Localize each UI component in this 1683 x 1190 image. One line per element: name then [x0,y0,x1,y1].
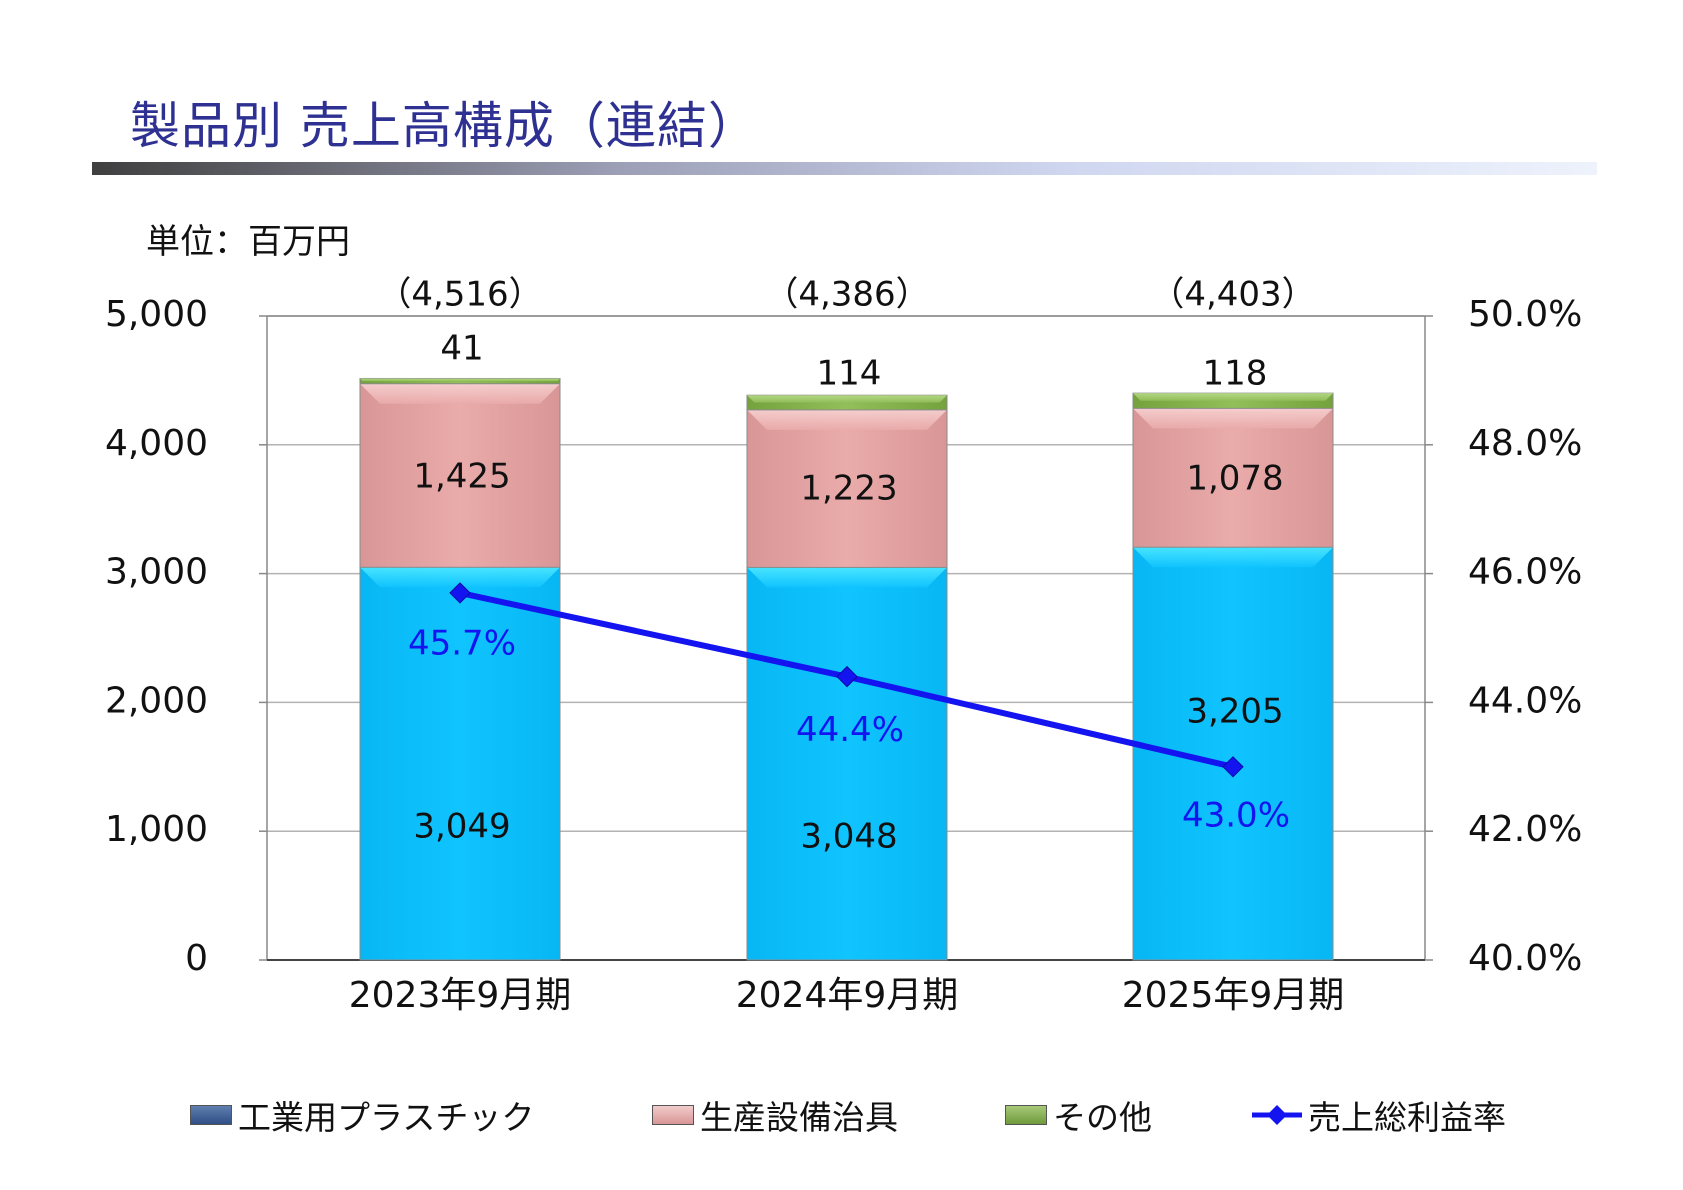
data-label-production-jigs: 1,223 [800,469,897,509]
bar-production-jigs [1132,407,1334,548]
y-left-tick-label: 1,000 [105,809,208,850]
y-right-tick-label: 48.0% [1468,423,1582,464]
legend-label-production-jigs: 生産設備治具 [700,1098,898,1137]
title-divider [92,162,1597,175]
legend-item-industrial-plastic: 工業用プラスチック [190,1090,534,1140]
unit-label: 単位：百万円 [146,222,350,262]
y-left-tick-label: 2,000 [105,680,208,721]
legend-label-industrial-plastic: 工業用プラスチック [238,1098,535,1137]
y-left-tick-label: 0 [185,938,208,979]
y-left-tick-label: 3,000 [105,552,208,593]
y-right-tick-label: 46.0% [1468,552,1582,593]
legend-item-production-jigs: 生産設備治具 [652,1090,898,1140]
y-left-tick-label: 4,000 [105,423,208,464]
legend-swatch-other [1005,1105,1047,1125]
total-label: （4,386） [764,275,929,315]
gross-margin-marker [1222,756,1244,778]
data-label-production-jigs: 1,078 [1186,459,1283,499]
legend-item-gross-margin: 売上総利益率 [1250,1090,1506,1140]
legend-swatch-industrial-plastic [190,1105,232,1125]
y-right-tick-label: 44.0% [1468,680,1582,721]
data-label-other: 118 [1203,354,1268,394]
bar-production-jigs-bevel [747,409,947,430]
bar-industrial-plastic-bevel [360,567,560,588]
legend-swatch-production-jigs [652,1105,694,1125]
bar-other-bevel [1133,393,1333,401]
bar-industrial-plastic-bevel [1133,547,1333,568]
data-label-gross-margin: 43.0% [1182,795,1290,835]
y-left-tick-label: 5,000 [105,294,208,335]
data-label-gross-margin: 45.7% [408,623,516,663]
bar-production-jigs-bevel [360,383,560,404]
y-right-tick-label: 40.0% [1468,938,1582,979]
data-label-other: 114 [817,354,882,394]
data-label-industrial-plastic: 3,049 [413,807,510,847]
total-label: （4,516） [377,275,542,315]
data-label-gross-margin: 44.4% [796,710,904,750]
gross-margin-marker [449,582,471,604]
x-tick-label: 2025年9月期 [1122,975,1345,1016]
legend-item-other: その他 [1005,1090,1152,1140]
sales-composition-chart: 0 40.0% 1,000 42.0% 2,000 44.0% 3,000 46.0% 4,00… [105,275,1582,1017]
data-label-industrial-plastic: 3,205 [1186,692,1283,732]
bar-production-jigs [746,409,948,568]
bar-industrial-plastic [1132,546,1334,961]
legend-line-marker-icon [1252,1105,1302,1125]
x-tick-label: 2024年9月期 [736,975,959,1016]
page-title: 製品別 売上高構成（連結） [130,97,759,155]
bar-industrial-plastic [359,566,561,961]
bar-other-bevel [360,378,560,382]
data-label-production-jigs: 1,425 [413,457,510,497]
legend-label-gross-margin: 売上総利益率 [1308,1098,1506,1137]
chart-legend: 工業用プラスチック 生産設備治具 その他 売上総利益率 [0,1090,1683,1140]
gross-margin-marker [836,665,858,688]
y-right-tick-label: 42.0% [1468,809,1582,850]
legend-label-other: その他 [1053,1098,1152,1137]
bar-industrial-plastic [746,566,948,961]
bar-production-jigs-bevel [1133,408,1333,429]
data-label-industrial-plastic: 3,048 [800,817,897,857]
x-tick-label: 2023年9月期 [349,975,572,1016]
total-label: （4,403） [1150,275,1315,315]
bar-production-jigs [359,383,561,568]
bar-other-bevel [747,395,947,403]
data-label-other: 41 [440,329,483,369]
bar-industrial-plastic-bevel [747,567,947,588]
y-right-tick-label: 50.0% [1468,294,1582,335]
